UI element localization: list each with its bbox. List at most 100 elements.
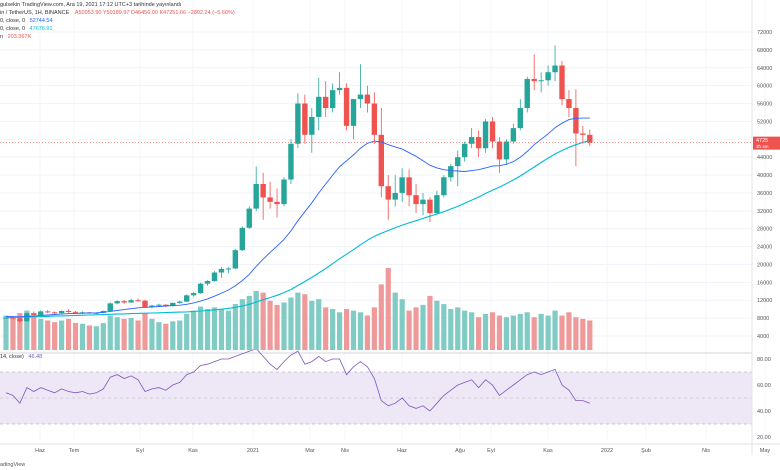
rsi-axis-tick: 80.00 xyxy=(757,357,771,363)
price-axis-tick: 12000 xyxy=(757,298,772,304)
volume-bar xyxy=(323,307,329,350)
candle-body xyxy=(448,166,454,178)
volume-bar xyxy=(31,315,37,350)
volume-bar xyxy=(191,310,197,350)
candle-body xyxy=(163,304,169,307)
price-axis[interactable]: 7200068000640006000056000520004800044000… xyxy=(751,0,772,455)
candle-body xyxy=(72,311,79,313)
volume-bar xyxy=(420,304,426,350)
candle-body xyxy=(357,94,364,100)
volume-bar xyxy=(580,318,586,350)
candle-body xyxy=(455,157,461,167)
candle-body xyxy=(524,78,530,108)
volume-bar xyxy=(302,294,308,350)
candle-body xyxy=(406,177,412,196)
volume-bar xyxy=(45,320,51,350)
candle-body xyxy=(260,184,266,198)
volume-bar xyxy=(288,297,294,350)
time-axis[interactable]: Haz Tem Eyl Kas 2021 Mar Nis Haz Ağu Eyl Kas 2022 Şu… xyxy=(0,443,780,454)
volume-bar xyxy=(177,320,183,350)
candle-body xyxy=(38,311,44,315)
candle-body xyxy=(142,300,148,307)
volume-bar xyxy=(225,310,231,350)
volume-bar xyxy=(489,312,496,350)
volume-bar xyxy=(517,313,523,350)
volume-bar xyxy=(573,317,579,350)
volume-bar xyxy=(121,318,127,350)
volume-bar xyxy=(52,322,58,350)
price-axis-tick: 56000 xyxy=(757,102,772,108)
volume-bar xyxy=(3,315,9,350)
volume-bar xyxy=(211,307,218,350)
candle-body xyxy=(65,310,72,312)
price-axis-tick: 64000 xyxy=(757,66,772,72)
candle-body xyxy=(114,301,120,304)
rsi-legend: 14, close) 46.48 xyxy=(0,354,42,361)
price-axis-tick: 28000 xyxy=(757,227,772,233)
volume-bar xyxy=(218,309,225,350)
candle-body xyxy=(156,304,162,306)
ma-fast-label: 0, close, 0 xyxy=(0,18,26,24)
volume-bar xyxy=(476,317,482,350)
time-axis-tick: Ağu xyxy=(455,448,465,454)
candle-body xyxy=(427,199,433,214)
candle-body xyxy=(253,184,259,209)
candle-body xyxy=(204,281,211,284)
candle-body xyxy=(58,310,65,314)
volume-bar xyxy=(587,320,593,350)
volume-bar xyxy=(552,310,558,350)
volume-bar xyxy=(128,318,134,350)
time-axis-tick: Haz xyxy=(397,448,407,454)
volume-bar xyxy=(316,299,322,350)
volume-bar xyxy=(86,325,92,350)
candle-body xyxy=(580,133,586,135)
volume-bar xyxy=(510,315,516,350)
candle-body xyxy=(531,78,537,82)
volume-legend: n 203.367K xyxy=(0,34,31,41)
candle-body xyxy=(17,318,23,322)
candle-body xyxy=(371,103,378,135)
volume-bar xyxy=(545,315,551,350)
volume-bar xyxy=(267,300,273,350)
volume-bar xyxy=(295,292,301,350)
volume-bar xyxy=(392,292,398,350)
candle-body xyxy=(434,195,440,214)
candle-body xyxy=(510,128,517,142)
candle-body xyxy=(121,301,127,303)
volume-bar xyxy=(413,307,419,350)
candle-body xyxy=(364,94,371,104)
price-axis-tick: 60000 xyxy=(757,84,772,90)
time-axis-tick: Kas xyxy=(543,448,553,454)
volume-bar xyxy=(107,315,113,350)
candle-body xyxy=(128,300,134,303)
price-axis-tick: 68000 xyxy=(757,48,772,54)
candle-body xyxy=(281,179,287,205)
candle-body xyxy=(559,65,565,100)
ohlc-values: A50053.90 Y50189.97 D46456.00 K47251.66 … xyxy=(74,10,235,16)
volume-bar xyxy=(337,312,343,350)
candle-body xyxy=(107,303,113,311)
volume-bar xyxy=(142,313,148,350)
ma-slow-line xyxy=(5,140,590,319)
candle-body xyxy=(468,137,475,144)
price-axis-tick: 44000 xyxy=(757,155,772,161)
rsi-axis-tick: 20.00 xyxy=(757,435,771,441)
price-axis-tick: 72000 xyxy=(757,30,772,36)
volume-bar xyxy=(343,309,350,350)
candle-body xyxy=(566,99,572,108)
volume-bar xyxy=(72,322,79,350)
price-axis-tick: 32000 xyxy=(757,209,772,215)
time-axis-tick: 2021 xyxy=(247,448,259,454)
moving-averages xyxy=(5,117,590,319)
candle-body xyxy=(552,65,558,73)
volume-bar xyxy=(427,295,433,350)
ma-fast-value: 52744.54 xyxy=(29,18,53,24)
candle-body xyxy=(302,103,308,135)
volume-bar xyxy=(253,290,259,350)
volume-bar xyxy=(38,318,44,350)
volume-bar xyxy=(378,284,384,350)
candle-body xyxy=(45,311,51,313)
candle-body xyxy=(517,108,523,129)
volume-bar xyxy=(496,315,503,350)
